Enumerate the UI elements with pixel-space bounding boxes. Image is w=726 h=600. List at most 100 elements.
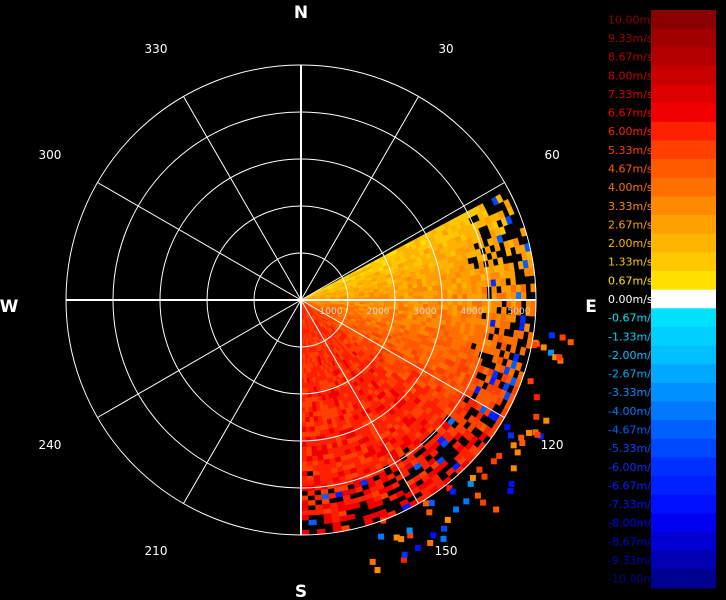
velocity-cell (451, 315, 458, 323)
bearing-spoke (300, 299, 419, 504)
velocity-cell (305, 446, 312, 452)
velocity-speckle (428, 500, 435, 506)
velocity-cell (300, 510, 309, 516)
velocity-cell (308, 411, 314, 418)
bearing-spoke (300, 96, 419, 301)
velocity-cell (314, 425, 320, 432)
velocity-cell (304, 412, 310, 418)
velocity-cell (307, 500, 316, 506)
velocity-speckle (514, 449, 521, 456)
velocity-cell (517, 330, 525, 340)
velocity-cell (348, 488, 357, 496)
velocity-speckle (540, 344, 547, 351)
velocity-cell (461, 288, 468, 295)
range-label: 5000 (508, 307, 531, 317)
velocity-cell (315, 440, 322, 447)
velocity-cell (495, 396, 504, 407)
velocity-speckle (415, 545, 421, 551)
velocity-cell (511, 292, 517, 301)
velocity-cell (306, 475, 314, 482)
velocity-cell (311, 450, 318, 457)
velocity-speckle (393, 534, 400, 541)
velocity-cell (300, 529, 310, 536)
velocity-speckle (446, 485, 453, 492)
colorbar-label: 9.33m/s (608, 32, 653, 45)
velocity-cell (403, 292, 409, 297)
velocity-cell (490, 313, 497, 321)
range-label: 2000 (367, 307, 390, 317)
velocity-cell (407, 307, 414, 312)
velocity-speckle (527, 378, 534, 385)
velocity-cell (313, 416, 319, 422)
velocity-cell (471, 281, 478, 289)
colorbar-label: -8.67m/s (608, 535, 657, 548)
velocity-cell (512, 353, 520, 363)
velocity-cell (300, 515, 309, 521)
velocity-speckle (556, 354, 563, 361)
velocity-cell (300, 500, 309, 506)
velocity-speckle (552, 354, 559, 361)
velocity-cell (496, 292, 502, 301)
bearing-label: 150 (435, 544, 458, 558)
velocity-cell (441, 284, 448, 291)
colorbar-label: -2.00m/s (608, 349, 657, 362)
velocity-speckle (530, 342, 537, 349)
velocity-cell (441, 314, 448, 321)
colorbar-swatch (651, 10, 716, 30)
colorbar-label: -6.00m/s (608, 461, 657, 474)
velocity-speckle (449, 488, 456, 495)
velocity-cell (309, 426, 316, 433)
colorbar-swatch (651, 532, 716, 552)
velocity-cell (495, 278, 502, 287)
bearing-label: 60 (544, 148, 559, 162)
velocity-cell (504, 321, 511, 330)
velocity-cell (500, 313, 507, 322)
colorbar-swatch (651, 308, 716, 328)
colorbar-label: -8.00m/s (608, 517, 657, 530)
velocity-cell (398, 292, 404, 297)
velocity-cell (510, 314, 517, 323)
velocity-cell (412, 287, 419, 293)
colorbar-label: -3.33m/s (608, 386, 657, 399)
velocity-cell (417, 286, 424, 293)
colorbar-label: 1.33m/s (608, 256, 653, 269)
velocity-cell (498, 327, 505, 336)
velocity-cell (307, 490, 315, 496)
velocity-cell (374, 294, 380, 298)
velocity-cell (303, 373, 307, 379)
velocity-cell (306, 456, 313, 462)
velocity-cell (441, 279, 448, 286)
colorbar-swatch (651, 84, 716, 104)
velocity-cell (315, 504, 324, 511)
velocity-cell (311, 455, 319, 462)
bearing-label: 240 (38, 438, 61, 452)
velocity-cell (403, 303, 409, 308)
colorbar-label: 4.00m/s (608, 181, 653, 194)
velocity-cell (520, 291, 527, 301)
colorbar-swatch (651, 382, 716, 402)
velocity-cell (457, 288, 463, 295)
velocity-cell (306, 451, 313, 457)
velocity-cell (466, 287, 473, 295)
colorbar-label: -6.67m/s (608, 480, 657, 493)
velocity-cell (316, 450, 324, 457)
colorbar-swatch (651, 289, 716, 309)
colorbar-swatch (651, 401, 716, 421)
velocity-cell (367, 502, 377, 510)
velocity-speckle (543, 417, 550, 424)
velocity-speckle (378, 533, 385, 540)
colorbar-label: -4.67m/s (608, 424, 657, 437)
colorbar-swatch (651, 196, 716, 216)
colorbar-label: -10.00m/s (608, 573, 664, 586)
velocity-cell (312, 465, 320, 472)
velocity-cell (470, 275, 477, 283)
velocity-cell (334, 491, 343, 498)
velocity-speckle (467, 480, 474, 487)
colorbar-label: -1.33m/s (608, 330, 657, 343)
north-label: N (294, 3, 308, 23)
velocity-speckle (480, 499, 487, 506)
bearing-label: 120 (541, 438, 564, 452)
velocity-speckle (369, 558, 376, 565)
colorbar-label: -7.33m/s (608, 498, 657, 511)
velocity-cell (312, 411, 318, 418)
